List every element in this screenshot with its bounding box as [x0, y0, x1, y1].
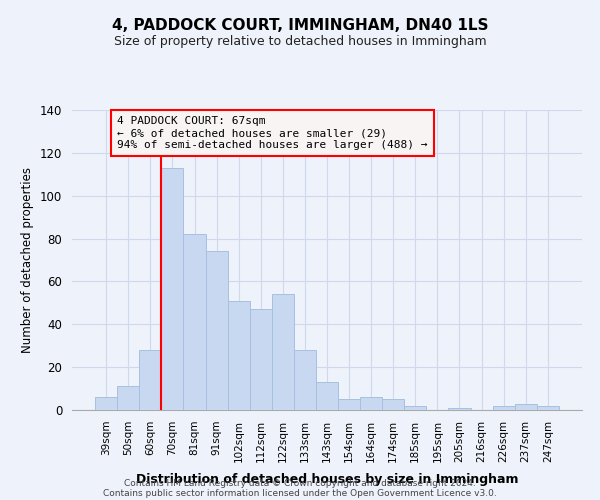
- Bar: [95, 397, 117, 410]
- Bar: [360, 397, 382, 410]
- Bar: [382, 400, 404, 410]
- Bar: [272, 294, 294, 410]
- Text: 4 PADDOCK COURT: 67sqm
← 6% of detached houses are smaller (29)
94% of semi-deta: 4 PADDOCK COURT: 67sqm ← 6% of detached …: [117, 116, 428, 150]
- Bar: [184, 234, 206, 410]
- Bar: [404, 406, 427, 410]
- Bar: [338, 400, 360, 410]
- Bar: [139, 350, 161, 410]
- Bar: [250, 310, 272, 410]
- X-axis label: Distribution of detached houses by size in Immingham: Distribution of detached houses by size …: [136, 473, 518, 486]
- Bar: [515, 404, 537, 410]
- Text: 4, PADDOCK COURT, IMMINGHAM, DN40 1LS: 4, PADDOCK COURT, IMMINGHAM, DN40 1LS: [112, 18, 488, 32]
- Bar: [117, 386, 139, 410]
- Bar: [448, 408, 470, 410]
- Text: Contains HM Land Registry data © Crown copyright and database right 2024.: Contains HM Land Registry data © Crown c…: [124, 478, 476, 488]
- Bar: [493, 406, 515, 410]
- Y-axis label: Number of detached properties: Number of detached properties: [22, 167, 34, 353]
- Bar: [206, 252, 227, 410]
- Bar: [294, 350, 316, 410]
- Text: Contains public sector information licensed under the Open Government Licence v3: Contains public sector information licen…: [103, 488, 497, 498]
- Bar: [537, 406, 559, 410]
- Bar: [161, 168, 184, 410]
- Bar: [227, 300, 250, 410]
- Text: Size of property relative to detached houses in Immingham: Size of property relative to detached ho…: [113, 35, 487, 48]
- Bar: [316, 382, 338, 410]
